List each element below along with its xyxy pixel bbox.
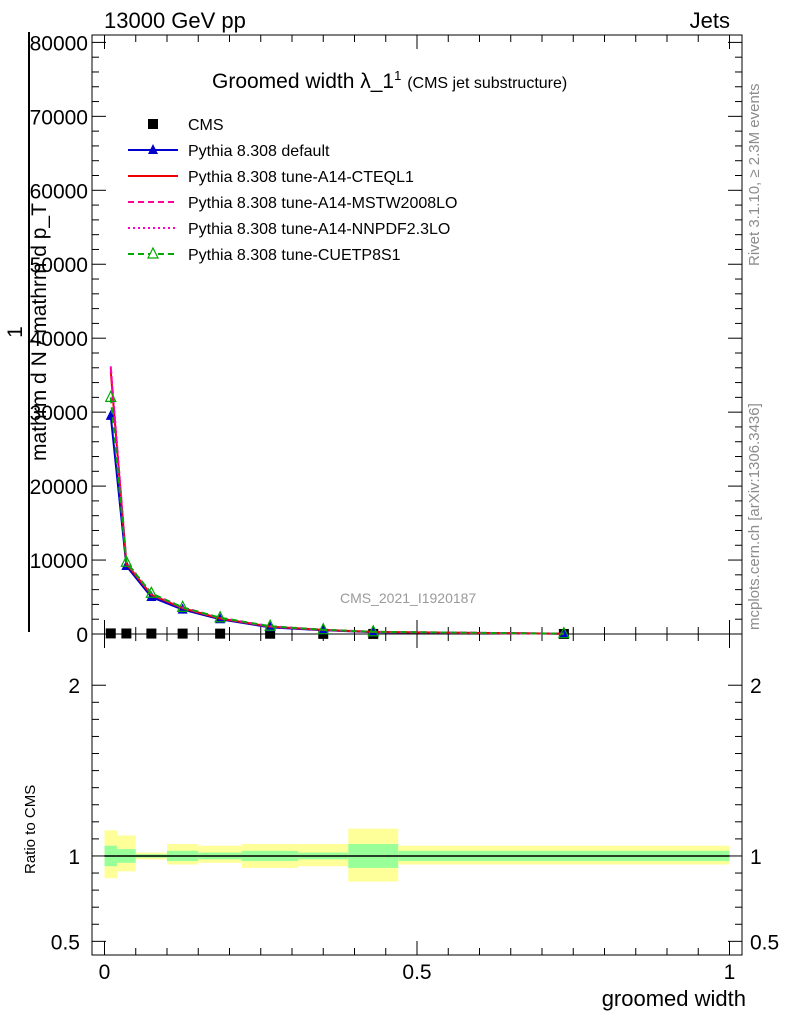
legend-marker-1 — [148, 144, 158, 154]
cms-data-point — [146, 628, 157, 639]
plot-title-sup: 1 — [394, 68, 402, 83]
ratio-plot-frame — [91, 633, 743, 956]
main-y-tick-label: 70000 — [30, 106, 88, 129]
ratio-y-tick-label-right: 2 — [750, 675, 762, 698]
plot-title-main: Groomed width — [212, 70, 355, 93]
x-tick-label: 0.5 — [402, 961, 431, 984]
analysis-watermark: CMS_2021_I1920187 — [340, 590, 477, 606]
main-y-tick-label: 60000 — [30, 180, 88, 203]
series-marker-5 — [317, 622, 330, 635]
series-line-1 — [109, 415, 564, 635]
plot-title-lambda: λ_1 — [360, 70, 395, 93]
legend-label-2: Pythia 8.308 tune-A14-CTEQL1 — [188, 169, 414, 186]
cms-data-point — [177, 628, 188, 639]
series-marker-5 — [120, 554, 133, 567]
legend-label-1: Pythia 8.308 default — [188, 143, 330, 160]
main-y-tick-label: 30000 — [30, 402, 88, 425]
cms-data-point — [265, 628, 276, 639]
ratio-y-tick-label-right: 0.5 — [750, 931, 779, 954]
cms-data-point — [121, 628, 132, 639]
main-y-tick-label: 0 — [76, 624, 88, 647]
plot-title-subtitle: (CMS jet substructure) — [407, 75, 568, 92]
legend-marker-cms — [148, 119, 158, 129]
top-left-label: 13000 GeV pp — [104, 8, 246, 33]
series-marker-5 — [104, 390, 117, 402]
legend-marker-5 — [147, 246, 159, 259]
plot-title: Groomed width λ_11 (CMS jet substructure… — [212, 68, 567, 94]
legend-label-4: Pythia 8.308 tune-A14-NNPDF2.3LO — [188, 221, 450, 238]
ratio-y-tick-label: 2 — [68, 675, 80, 698]
ratio-y-tick-label-right: 1 — [750, 846, 762, 869]
ratio-y-tick-label: 1 — [68, 846, 80, 869]
cms-data-point — [105, 628, 116, 639]
x-tick-label: 0 — [99, 961, 111, 984]
ratio-y-tick-label: 0.5 — [51, 931, 80, 954]
x-axis-label: groomed width — [601, 986, 746, 1011]
legend-label-0: CMS — [188, 117, 224, 134]
series-marker-1 — [146, 591, 157, 602]
series-line-3 — [109, 367, 564, 635]
top-right-label: Jets — [689, 8, 730, 33]
series-line-5 — [109, 397, 564, 635]
series-marker-5 — [557, 626, 570, 639]
series-marker-5 — [367, 624, 380, 637]
legend-label-3: Pythia 8.308 tune-A14-MSTW2008LO — [188, 195, 457, 212]
series-marker-5 — [145, 585, 158, 598]
main-y-tick-label: 20000 — [30, 476, 88, 499]
main-y-tick-label: 10000 — [30, 550, 88, 573]
main-y-tick-label: 40000 — [30, 328, 88, 351]
main-y-tick-label: 80000 — [30, 32, 88, 55]
series-line-2 — [109, 371, 564, 635]
series-line-4 — [109, 366, 564, 635]
series-marker-5 — [176, 600, 189, 612]
series-marker-5 — [264, 618, 277, 631]
main-y-tick-label: 50000 — [30, 254, 88, 277]
legend-label-5: Pythia 8.308 tune-CUETP8S1 — [188, 247, 401, 264]
series-marker-5 — [214, 610, 227, 623]
x-tick-label: 1 — [724, 961, 736, 984]
cms-data-point — [215, 628, 226, 639]
